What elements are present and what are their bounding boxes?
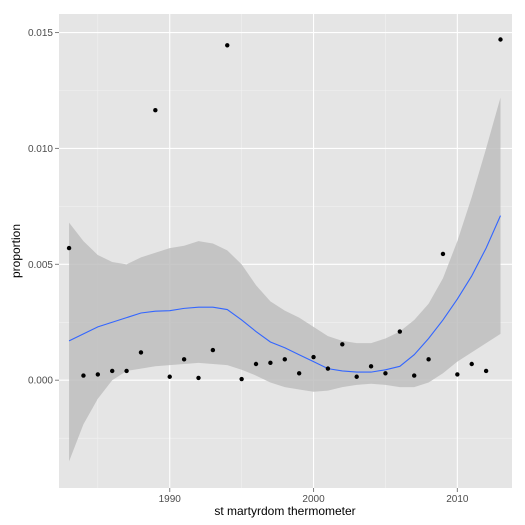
data-point [196, 375, 201, 381]
y-tick-label: 0.005 [28, 260, 53, 271]
data-point [455, 372, 460, 377]
data-point [469, 361, 474, 367]
x-tick-label: 1990 [159, 494, 182, 505]
x-axis-title: st martyrdom thermometer [214, 504, 355, 518]
data-point [296, 371, 302, 376]
data-point [81, 373, 86, 378]
data-point [498, 37, 503, 42]
smooth-line [68, 215, 502, 373]
data-point [253, 361, 259, 367]
data-point [311, 354, 316, 360]
data-point [153, 107, 158, 113]
data-point [110, 368, 115, 374]
data-point [426, 357, 431, 362]
y-tick-label: 0.000 [28, 376, 53, 387]
data-point [181, 357, 187, 362]
data-point [268, 360, 273, 366]
plot-panel [59, 14, 512, 488]
y-axis-title: proportion [9, 224, 23, 278]
data-point [412, 373, 417, 378]
data-point [95, 372, 101, 377]
x-axis-ticks: 1990 2000 2010 [159, 488, 469, 505]
data-point [483, 368, 489, 374]
data-point [124, 368, 129, 374]
data-point [325, 366, 331, 371]
data-point [167, 374, 172, 379]
data-point [397, 329, 403, 334]
y-tick-label: 0.015 [28, 28, 53, 39]
y-axis-ticks: 0.000 0.005 0.010 0.015 [28, 28, 59, 387]
x-tick-label: 2000 [302, 494, 325, 505]
data-point [225, 43, 230, 48]
data-point [210, 347, 216, 353]
data-point [66, 245, 72, 251]
y-tick-label: 0.010 [28, 144, 53, 155]
data-point [340, 342, 345, 347]
data-point [354, 374, 359, 379]
data-point [383, 371, 388, 376]
data-points [66, 37, 503, 382]
confidence-ribbon [69, 97, 501, 462]
data-point [440, 251, 446, 257]
data-point [282, 357, 287, 362]
data-point [239, 376, 244, 382]
x-tick-label: 2010 [446, 494, 469, 505]
data-point [138, 350, 144, 355]
data-point [368, 364, 374, 369]
